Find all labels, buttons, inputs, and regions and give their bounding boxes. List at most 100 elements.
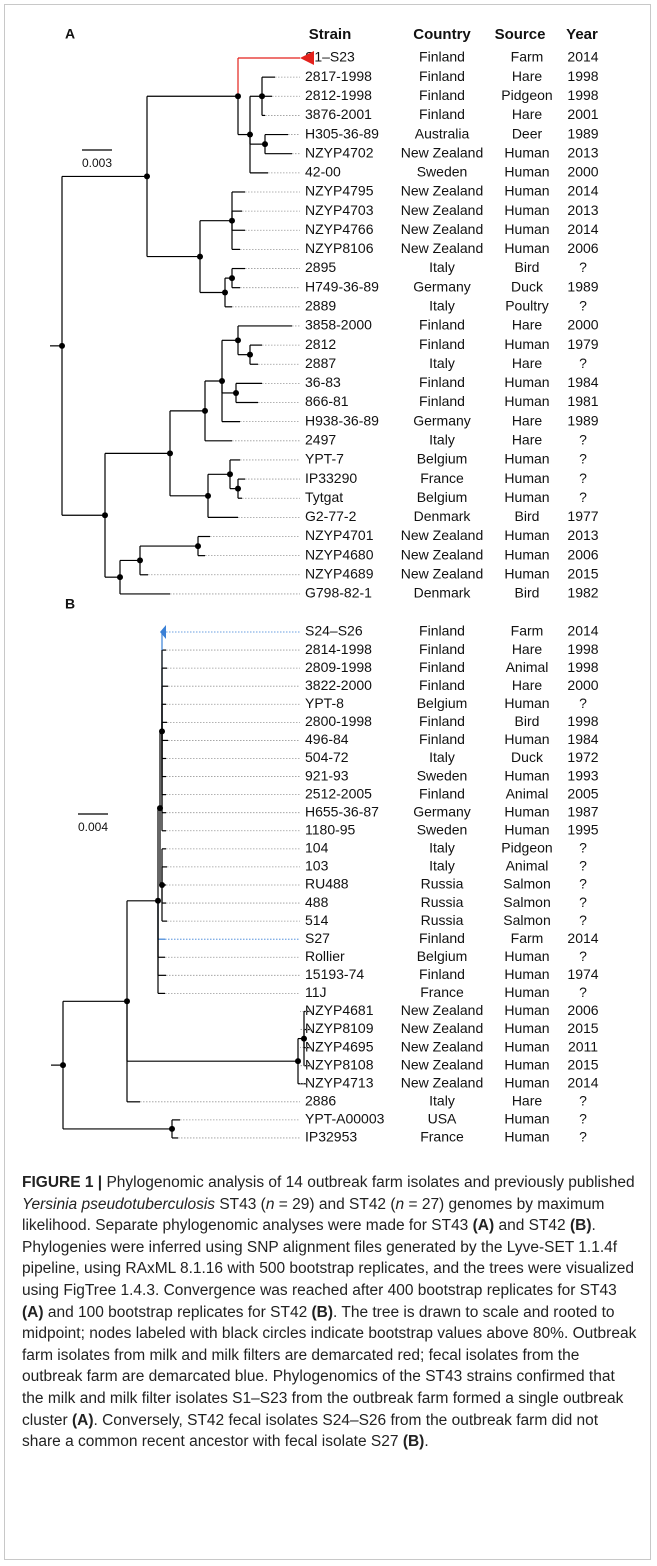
bootstrap-node	[301, 1035, 307, 1042]
year: ?	[579, 470, 587, 486]
country: Italy	[429, 259, 455, 275]
caption-text: and 100 bootstrap replicates for ST42	[43, 1303, 312, 1321]
strain: 2886	[305, 1093, 336, 1109]
country: Finland	[419, 336, 465, 352]
source: Human	[504, 1074, 549, 1090]
year: 1987	[567, 803, 598, 819]
tree-panel: B 0.004 S24–S26 Finland Farm 2014 2814-1998 Fin…	[51, 596, 599, 1145]
strain: H305-36-89	[305, 125, 379, 141]
year: 1993	[567, 767, 598, 783]
year: ?	[579, 695, 587, 711]
strain: 2800-1998	[305, 713, 372, 729]
strain: S27	[305, 930, 330, 946]
strain: H938-36-89	[305, 412, 379, 428]
country: Finland	[419, 713, 465, 729]
bootstrap-node	[229, 217, 235, 224]
caption: FIGURE 1 | Phylogenomic analysis of 14 o…	[22, 1172, 640, 1453]
country: New Zealand	[401, 565, 484, 581]
country: Belgium	[417, 489, 468, 505]
strain: YPT-8	[305, 695, 344, 711]
bootstrap-node	[235, 485, 241, 492]
figure-frame	[4, 4, 651, 1560]
year: ?	[579, 948, 587, 964]
country: Finland	[419, 641, 465, 657]
strain: NZYP8106	[305, 240, 374, 256]
year: ?	[579, 298, 587, 314]
country: New Zealand	[401, 221, 484, 237]
year: ?	[579, 894, 587, 910]
country: Italy	[429, 298, 455, 314]
country: Finland	[419, 785, 465, 801]
country: Germany	[413, 278, 471, 294]
country: New Zealand	[401, 1056, 484, 1072]
country: Belgium	[417, 451, 468, 467]
strain: NZYP4701	[305, 527, 374, 543]
source: Human	[504, 470, 549, 486]
source: Salmon	[503, 876, 550, 892]
year: 2006	[567, 1002, 598, 1018]
source: Human	[504, 948, 549, 964]
source: Human	[504, 546, 549, 562]
strain: NZYP4702	[305, 144, 374, 160]
source: Hare	[512, 317, 543, 333]
year: 2014	[567, 1074, 598, 1090]
caption-text: (A)	[71, 1411, 94, 1429]
year: 2000	[567, 677, 598, 693]
source: Hare	[512, 1093, 543, 1109]
bootstrap-node	[235, 93, 241, 100]
year: 2014	[567, 183, 598, 199]
source: Animal	[506, 858, 549, 874]
strain: 496-84	[305, 731, 349, 747]
bootstrap-node	[233, 389, 239, 396]
strain: 488	[305, 894, 329, 910]
country: Italy	[429, 858, 455, 874]
strain: S1–S23	[305, 49, 355, 65]
caption-text: = 29) and ST42 (	[274, 1195, 396, 1213]
country: New Zealand	[401, 1020, 484, 1036]
country: New Zealand	[401, 527, 484, 543]
year: 1989	[567, 278, 598, 294]
source: Bird	[515, 713, 540, 729]
strain: H749-36-89	[305, 278, 379, 294]
country: Italy	[429, 355, 455, 371]
figure: A Strain Country Source Year 0.003 S1–S23 Finla…	[50, 26, 599, 1145]
year: ?	[579, 876, 587, 892]
country: Italy	[429, 1093, 455, 1109]
source: Human	[504, 1020, 549, 1036]
strain: 2817-1998	[305, 68, 372, 84]
strain: NZYP8109	[305, 1020, 374, 1036]
source: Human	[504, 695, 549, 711]
year: 1998	[567, 87, 598, 103]
year: ?	[579, 1111, 587, 1127]
year: 1984	[567, 731, 598, 747]
strain: 36-83	[305, 374, 341, 390]
source: Farm	[511, 623, 544, 639]
year: 2013	[567, 527, 598, 543]
caption-text: . The tree is drawn to scale and rooted …	[22, 1303, 637, 1429]
bootstrap-node	[137, 557, 143, 564]
country: Germany	[413, 412, 471, 428]
year: 2000	[567, 317, 598, 333]
country: France	[420, 984, 464, 1000]
year: 2013	[567, 144, 598, 160]
strain: IP33290	[305, 470, 357, 486]
source: Hare	[512, 106, 543, 122]
bootstrap-node	[59, 342, 65, 349]
strain: 2889	[305, 298, 336, 314]
bootstrap-node	[159, 881, 165, 888]
strain: 2512-2005	[305, 785, 372, 801]
year: 2014	[567, 623, 598, 639]
country: Italy	[429, 749, 455, 765]
country: USA	[428, 1111, 457, 1127]
country: Finland	[419, 659, 465, 675]
country: Italy	[429, 840, 455, 856]
bootstrap-node	[124, 998, 130, 1005]
caption-text: = 27) genomes by maximum likelihood. Sep…	[22, 1195, 605, 1235]
year: 1977	[567, 508, 598, 524]
country: Denmark	[414, 508, 472, 524]
year: 2005	[567, 785, 598, 801]
strain: H655-36-87	[305, 803, 379, 819]
country: Finland	[419, 731, 465, 747]
source: Deer	[512, 125, 543, 141]
tree-panel: A Strain Country Source Year 0.003 S1–S23 Finla…	[50, 26, 599, 601]
